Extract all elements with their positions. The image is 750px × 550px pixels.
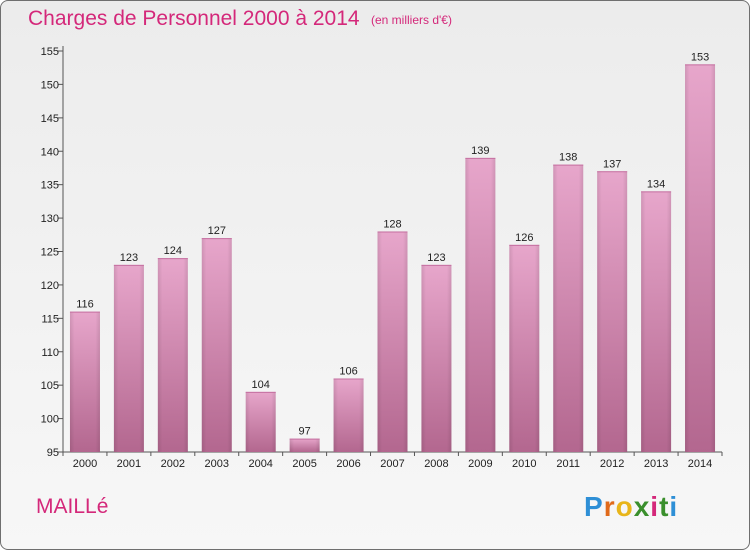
bar-shade-2013 (641, 191, 672, 452)
x-tick-label: 2008 (424, 458, 448, 470)
bars (69, 64, 716, 453)
bar-shade-2002 (157, 258, 188, 452)
y-tick-label: 110 (41, 347, 59, 359)
data-labels: 116 123 124 127 104 97 106 128 123 139 126 138 137 13… (76, 51, 709, 437)
x-tick-label: 2006 (336, 458, 360, 470)
logo-letter: x (633, 491, 651, 522)
data-label-2000: 116 (76, 299, 94, 311)
data-label-2002: 124 (164, 245, 182, 257)
bar-shade-2000 (69, 311, 100, 452)
bar-shade-2005 (289, 438, 320, 452)
data-label-2001: 123 (120, 252, 138, 264)
x-tick-label: 2001 (117, 458, 141, 470)
bar-shade-2001 (113, 264, 144, 452)
x-tick-label: 2009 (468, 458, 492, 470)
logo-letter: o (615, 491, 634, 522)
bar-shade-2010 (509, 244, 540, 452)
y-tick-label: 155 (41, 46, 59, 58)
x-tick-label: 2003 (205, 458, 229, 470)
data-label-2008: 123 (427, 252, 445, 264)
data-label-2013: 134 (647, 178, 665, 190)
logo-letter: i (669, 491, 679, 522)
bar-shade-2007 (377, 231, 408, 452)
data-label-2011: 138 (559, 152, 577, 164)
y-tick-label: 115 (41, 313, 59, 325)
x-tick-label: 2010 (512, 458, 536, 470)
x-tick-label: 2002 (161, 458, 185, 470)
logo-letter: P (584, 491, 604, 522)
bar-shade-2006 (333, 378, 364, 452)
data-label-2004: 104 (252, 379, 270, 391)
y-tick-label: 100 (41, 414, 59, 426)
data-label-2005: 97 (299, 426, 311, 438)
commune-name: MAILLé (36, 495, 109, 518)
bar-shade-2004 (245, 391, 276, 452)
x-tick-label: 2013 (644, 458, 668, 470)
y-tick-label: 135 (41, 180, 59, 192)
chart-subtitle: (en milliers d'€) (371, 13, 452, 27)
x-tick-label: 2014 (688, 458, 712, 470)
y-tick-label: 105 (41, 380, 59, 392)
bar-shade-2012 (597, 171, 628, 453)
chart-title: Charges de Personnel 2000 à 2014 (28, 7, 360, 30)
x-tick-label: 2000 (73, 458, 97, 470)
data-label-2010: 126 (515, 232, 533, 244)
y-tick-label: 125 (41, 247, 59, 259)
bar-shade-2011 (553, 164, 584, 452)
bar-shade-2003 (201, 238, 232, 452)
y-tick-label: 150 (41, 79, 59, 91)
y-tick-label: 145 (41, 113, 59, 125)
bar-shade-2008 (421, 264, 452, 452)
x-tick-label: 2012 (600, 458, 624, 470)
x-tick-label: 2005 (292, 458, 316, 470)
logo-letter: i (650, 491, 660, 522)
x-tick-label: 2011 (556, 458, 580, 470)
bar-shade-2014 (685, 64, 716, 452)
logo-letter: r (603, 491, 616, 522)
data-label-2012: 137 (603, 158, 621, 170)
data-label-2007: 128 (383, 218, 401, 230)
logo-letter: t (659, 491, 670, 522)
data-label-2006: 106 (339, 365, 357, 377)
proxiti-logo: Proxiti (584, 491, 678, 523)
y-tick-label: 140 (41, 146, 59, 158)
bar-shade-2009 (465, 157, 496, 452)
data-label-2009: 139 (471, 145, 489, 157)
x-tick-label: 2004 (248, 458, 272, 470)
y-tick-label: 120 (41, 280, 59, 292)
x-tick-label: 2007 (380, 458, 404, 470)
data-label-2014: 153 (691, 51, 709, 63)
data-label-2003: 127 (208, 225, 226, 237)
y-tick-label: 130 (41, 213, 59, 225)
y-tick-label: 95 (47, 447, 59, 459)
